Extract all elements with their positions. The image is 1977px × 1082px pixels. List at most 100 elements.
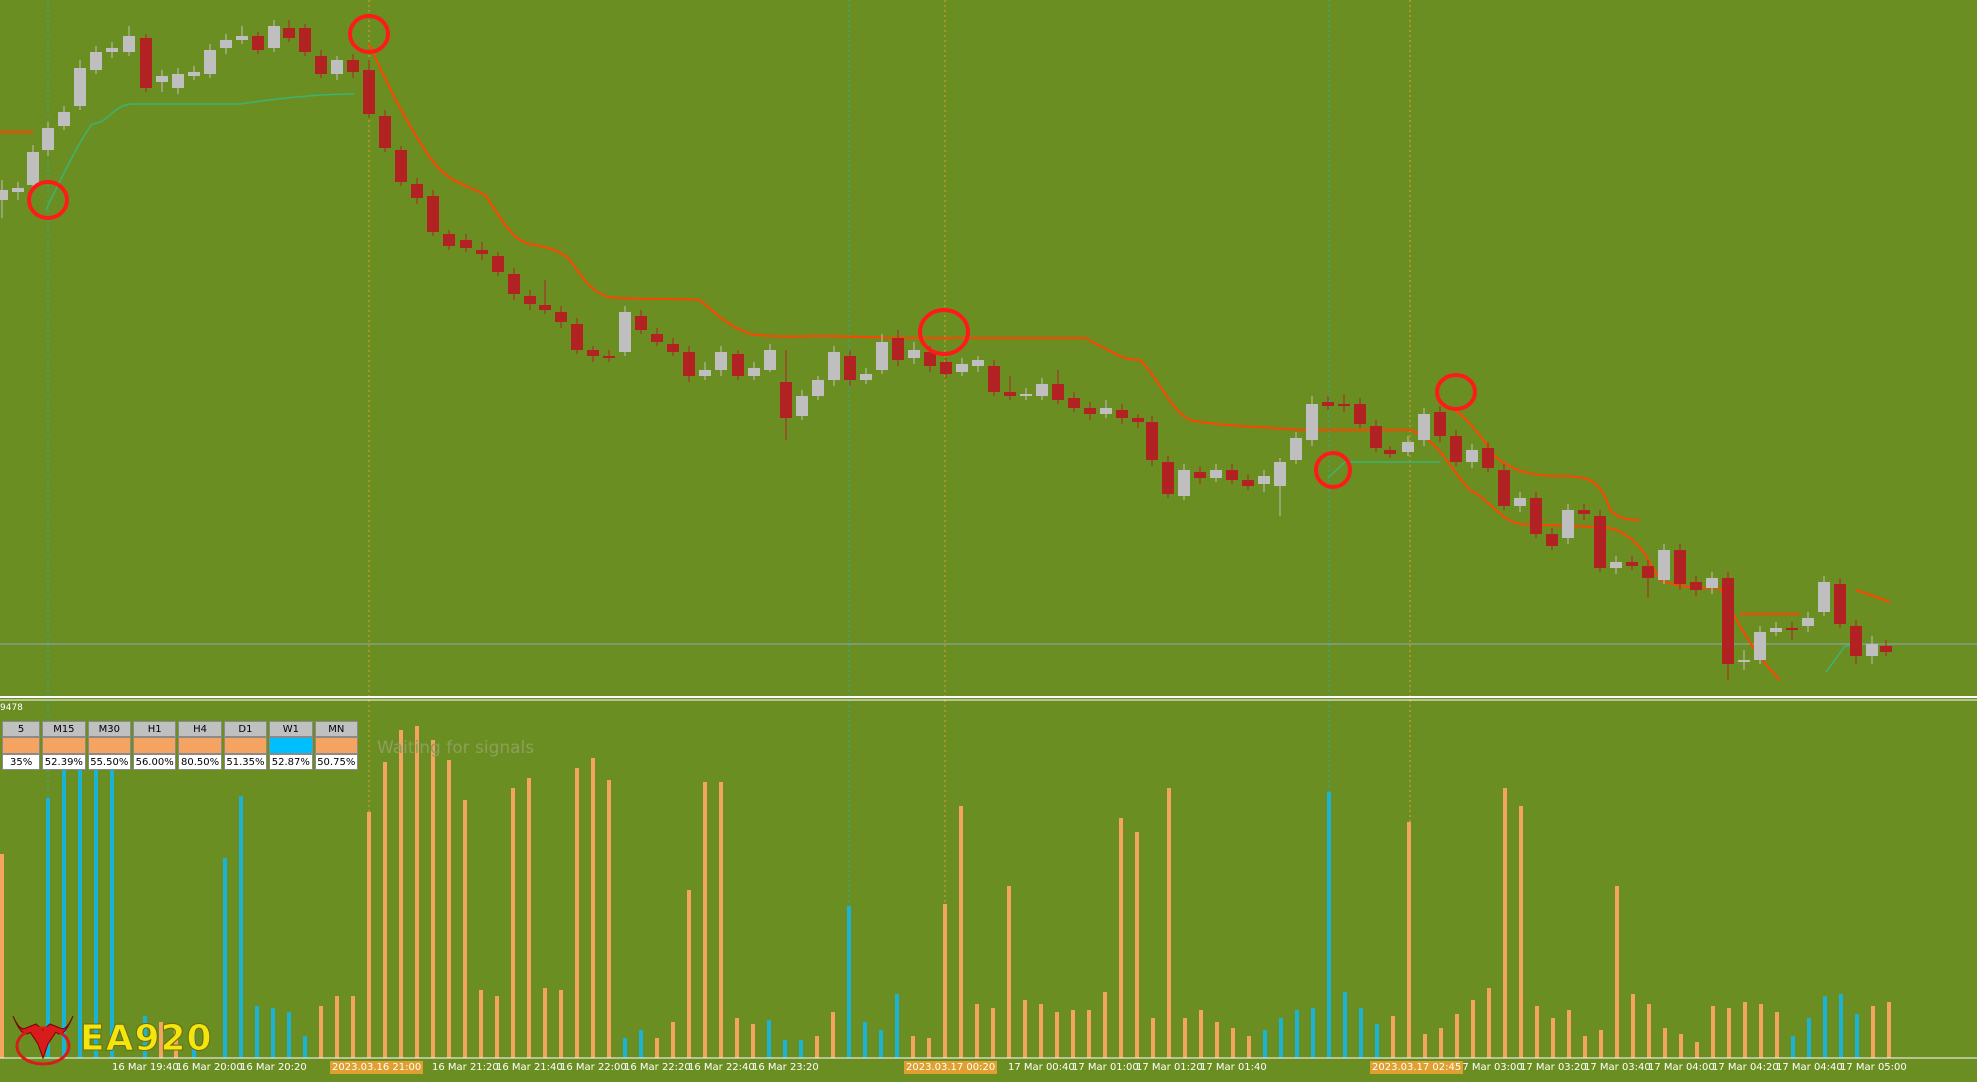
time-tick: 16 Mar 19:40 bbox=[112, 1062, 179, 1073]
timeframe-mn: MN bbox=[314, 721, 358, 737]
volume-bar bbox=[511, 788, 515, 1058]
highlighted-date: 2023.03.17 00:20 bbox=[904, 1061, 998, 1074]
signal-circle bbox=[918, 308, 970, 356]
candle-body bbox=[1052, 384, 1064, 400]
time-tick: 17 Mar 01:00 bbox=[1072, 1062, 1139, 1073]
support-segment bbox=[45, 93, 355, 211]
candle-body bbox=[460, 240, 472, 248]
volume-bar bbox=[367, 812, 371, 1058]
volume-bar bbox=[255, 1006, 259, 1058]
volume-bar bbox=[655, 1038, 659, 1058]
candle-body bbox=[715, 352, 727, 370]
candle-body bbox=[1530, 498, 1542, 534]
candle-body bbox=[1210, 470, 1222, 478]
candle-body bbox=[988, 366, 1000, 392]
candle-body bbox=[940, 362, 952, 374]
volume-bar bbox=[1423, 1034, 1427, 1058]
candle-body bbox=[1610, 562, 1622, 568]
volume-bar bbox=[559, 990, 563, 1058]
timeframe-w1: W1 bbox=[269, 721, 313, 737]
timeframe-signal-panel: 9478 5 M15 M30 H1 H4 D1 W1 MN 35% 52.39% 55.50% 56… bbox=[0, 703, 360, 778]
volume-bar bbox=[1167, 788, 1171, 1058]
percent-cell-m15: 52.39% bbox=[42, 754, 86, 770]
candle-body bbox=[58, 112, 70, 126]
highlighted-date: 2023.03.17 02:45 bbox=[1370, 1061, 1464, 1074]
candle-body bbox=[732, 354, 744, 376]
candle-body bbox=[1384, 450, 1396, 454]
volume-bar bbox=[1775, 1012, 1779, 1058]
candle-body bbox=[1004, 392, 1016, 396]
time-tick: 16 Mar 20:20 bbox=[240, 1062, 307, 1073]
candle-body bbox=[571, 324, 583, 350]
volume-bar bbox=[1631, 994, 1635, 1058]
volume-bar bbox=[1199, 1010, 1203, 1058]
volume-bar bbox=[1663, 1028, 1667, 1058]
candle-body bbox=[892, 338, 904, 360]
candlesticks bbox=[0, 20, 1892, 680]
time-tick: 16 Mar 23:20 bbox=[752, 1062, 819, 1073]
candle-body bbox=[683, 352, 695, 376]
percent-cell-m30: 55.50% bbox=[87, 754, 131, 770]
candle-body bbox=[1578, 510, 1590, 514]
volume-bar bbox=[1727, 1008, 1731, 1058]
ea920-logo: EA920 bbox=[8, 1010, 228, 1070]
candle-body bbox=[1514, 498, 1526, 506]
candle-body bbox=[651, 334, 663, 342]
candle-body bbox=[1418, 414, 1430, 440]
waiting-status: Waiting for signals bbox=[377, 738, 535, 758]
volume-bar bbox=[335, 996, 339, 1058]
candle-body bbox=[1162, 462, 1174, 494]
candle-body bbox=[908, 350, 920, 358]
candle-body bbox=[443, 234, 455, 246]
candle-body bbox=[427, 196, 439, 232]
candle-body bbox=[1738, 660, 1750, 662]
candle-body bbox=[1722, 578, 1734, 664]
volume-bar bbox=[1343, 992, 1347, 1058]
candle-body bbox=[1880, 646, 1892, 652]
volume-bar bbox=[831, 1012, 835, 1058]
candle-body bbox=[1290, 438, 1302, 460]
candle-body bbox=[106, 48, 118, 52]
volume-bar bbox=[1183, 1018, 1187, 1058]
candle-body bbox=[90, 52, 102, 70]
volume-bar bbox=[895, 994, 899, 1058]
candle-body bbox=[524, 296, 536, 304]
candle-body bbox=[492, 256, 504, 272]
time-tick: 17 Mar 03:40 bbox=[1584, 1062, 1651, 1073]
candle-body bbox=[156, 76, 168, 82]
volume-bar bbox=[991, 1008, 995, 1058]
candle-body bbox=[539, 305, 551, 310]
candle-body bbox=[860, 374, 872, 380]
volume-bar bbox=[1135, 832, 1139, 1058]
candle-body bbox=[972, 360, 984, 366]
candle-body bbox=[1434, 412, 1446, 436]
volume-bar bbox=[447, 760, 451, 1058]
volume-bar bbox=[527, 778, 531, 1058]
volume-bar bbox=[687, 890, 691, 1058]
volume-bar bbox=[1679, 1034, 1683, 1058]
timeframe-percent-row: 35% 52.39% 55.50% 56.00% 80.50% 51.35% 52.87% 5… bbox=[2, 754, 358, 770]
volume-bar bbox=[1647, 1004, 1651, 1058]
candle-body bbox=[1690, 582, 1702, 590]
candle-body bbox=[331, 60, 343, 74]
signal-cell-h4 bbox=[178, 737, 222, 754]
candle-body bbox=[764, 350, 776, 370]
volume-bar bbox=[1759, 1004, 1763, 1058]
candle-body bbox=[1770, 628, 1782, 632]
candle-body bbox=[315, 56, 327, 74]
signal-circle bbox=[1435, 373, 1477, 411]
volume-bar bbox=[1023, 1000, 1027, 1058]
volume-bar bbox=[703, 782, 707, 1058]
signal-cell-m30 bbox=[87, 737, 131, 754]
candle-body bbox=[1100, 408, 1112, 414]
candle-body bbox=[1834, 584, 1846, 624]
signal-cell-h1 bbox=[132, 737, 177, 754]
volume-bar bbox=[719, 782, 723, 1058]
candle-body bbox=[1354, 404, 1366, 424]
candle-body bbox=[188, 72, 200, 76]
candle-body bbox=[1674, 550, 1686, 584]
time-tick: 17 Mar 05:00 bbox=[1840, 1062, 1907, 1073]
volume-bar bbox=[110, 760, 114, 1058]
volume-bar bbox=[287, 1012, 291, 1058]
